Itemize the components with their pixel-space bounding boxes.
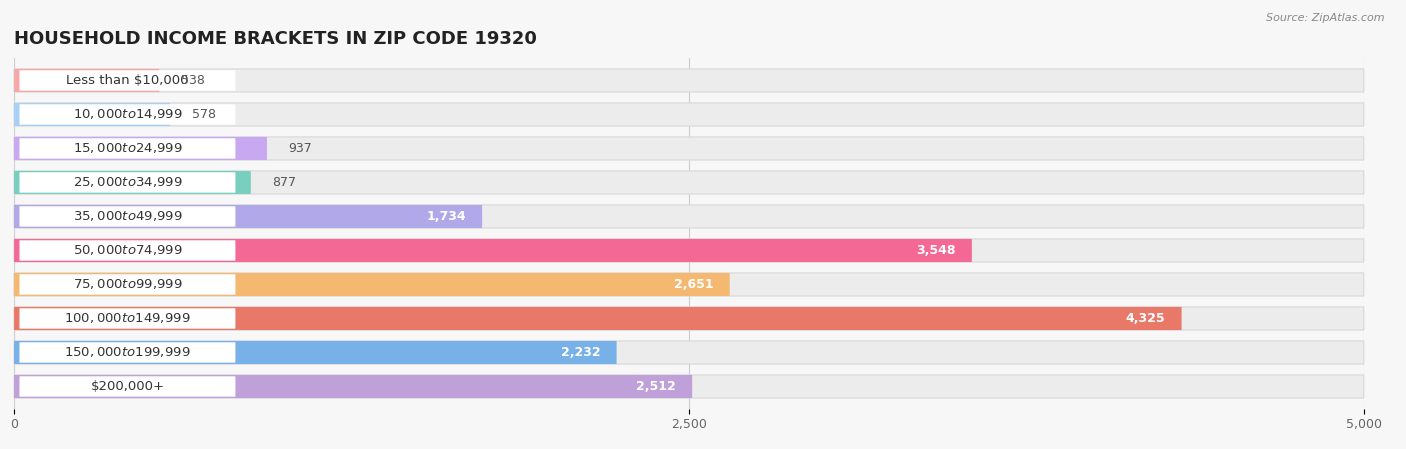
Text: 877: 877 bbox=[273, 176, 297, 189]
FancyBboxPatch shape bbox=[20, 104, 235, 125]
FancyBboxPatch shape bbox=[14, 103, 1364, 126]
FancyBboxPatch shape bbox=[14, 205, 482, 228]
FancyBboxPatch shape bbox=[20, 308, 235, 329]
Text: 2,651: 2,651 bbox=[673, 278, 713, 291]
Text: HOUSEHOLD INCOME BRACKETS IN ZIP CODE 19320: HOUSEHOLD INCOME BRACKETS IN ZIP CODE 19… bbox=[14, 31, 537, 48]
Text: 2,232: 2,232 bbox=[561, 346, 600, 359]
FancyBboxPatch shape bbox=[14, 307, 1181, 330]
FancyBboxPatch shape bbox=[20, 138, 235, 158]
FancyBboxPatch shape bbox=[14, 171, 1364, 194]
FancyBboxPatch shape bbox=[14, 205, 1364, 228]
Text: $75,000 to $99,999: $75,000 to $99,999 bbox=[73, 277, 183, 291]
FancyBboxPatch shape bbox=[14, 341, 617, 364]
Text: $100,000 to $149,999: $100,000 to $149,999 bbox=[65, 312, 191, 326]
FancyBboxPatch shape bbox=[20, 172, 235, 193]
Text: Source: ZipAtlas.com: Source: ZipAtlas.com bbox=[1267, 13, 1385, 23]
FancyBboxPatch shape bbox=[14, 69, 159, 92]
Text: $25,000 to $34,999: $25,000 to $34,999 bbox=[73, 176, 183, 189]
Text: $50,000 to $74,999: $50,000 to $74,999 bbox=[73, 243, 183, 257]
Text: $10,000 to $14,999: $10,000 to $14,999 bbox=[73, 107, 183, 122]
FancyBboxPatch shape bbox=[14, 171, 250, 194]
FancyBboxPatch shape bbox=[14, 239, 972, 262]
Text: $35,000 to $49,999: $35,000 to $49,999 bbox=[73, 210, 183, 224]
FancyBboxPatch shape bbox=[20, 274, 235, 295]
Text: 937: 937 bbox=[288, 142, 312, 155]
Text: $15,000 to $24,999: $15,000 to $24,999 bbox=[73, 141, 183, 155]
Text: 578: 578 bbox=[191, 108, 215, 121]
Text: Less than $10,000: Less than $10,000 bbox=[66, 74, 188, 87]
Text: 1,734: 1,734 bbox=[426, 210, 465, 223]
FancyBboxPatch shape bbox=[14, 273, 1364, 296]
FancyBboxPatch shape bbox=[20, 342, 235, 363]
FancyBboxPatch shape bbox=[14, 239, 1364, 262]
FancyBboxPatch shape bbox=[14, 273, 730, 296]
FancyBboxPatch shape bbox=[20, 240, 235, 261]
FancyBboxPatch shape bbox=[20, 376, 235, 396]
FancyBboxPatch shape bbox=[14, 103, 170, 126]
Text: 538: 538 bbox=[181, 74, 205, 87]
Text: $200,000+: $200,000+ bbox=[90, 380, 165, 393]
FancyBboxPatch shape bbox=[14, 69, 1364, 92]
FancyBboxPatch shape bbox=[14, 375, 1364, 398]
FancyBboxPatch shape bbox=[20, 70, 235, 91]
FancyBboxPatch shape bbox=[14, 137, 1364, 160]
FancyBboxPatch shape bbox=[20, 206, 235, 227]
FancyBboxPatch shape bbox=[14, 137, 267, 160]
Text: 4,325: 4,325 bbox=[1126, 312, 1166, 325]
Text: $150,000 to $199,999: $150,000 to $199,999 bbox=[65, 345, 191, 360]
Text: 2,512: 2,512 bbox=[637, 380, 676, 393]
Text: 3,548: 3,548 bbox=[917, 244, 956, 257]
FancyBboxPatch shape bbox=[14, 341, 1364, 364]
FancyBboxPatch shape bbox=[14, 307, 1364, 330]
FancyBboxPatch shape bbox=[14, 375, 692, 398]
